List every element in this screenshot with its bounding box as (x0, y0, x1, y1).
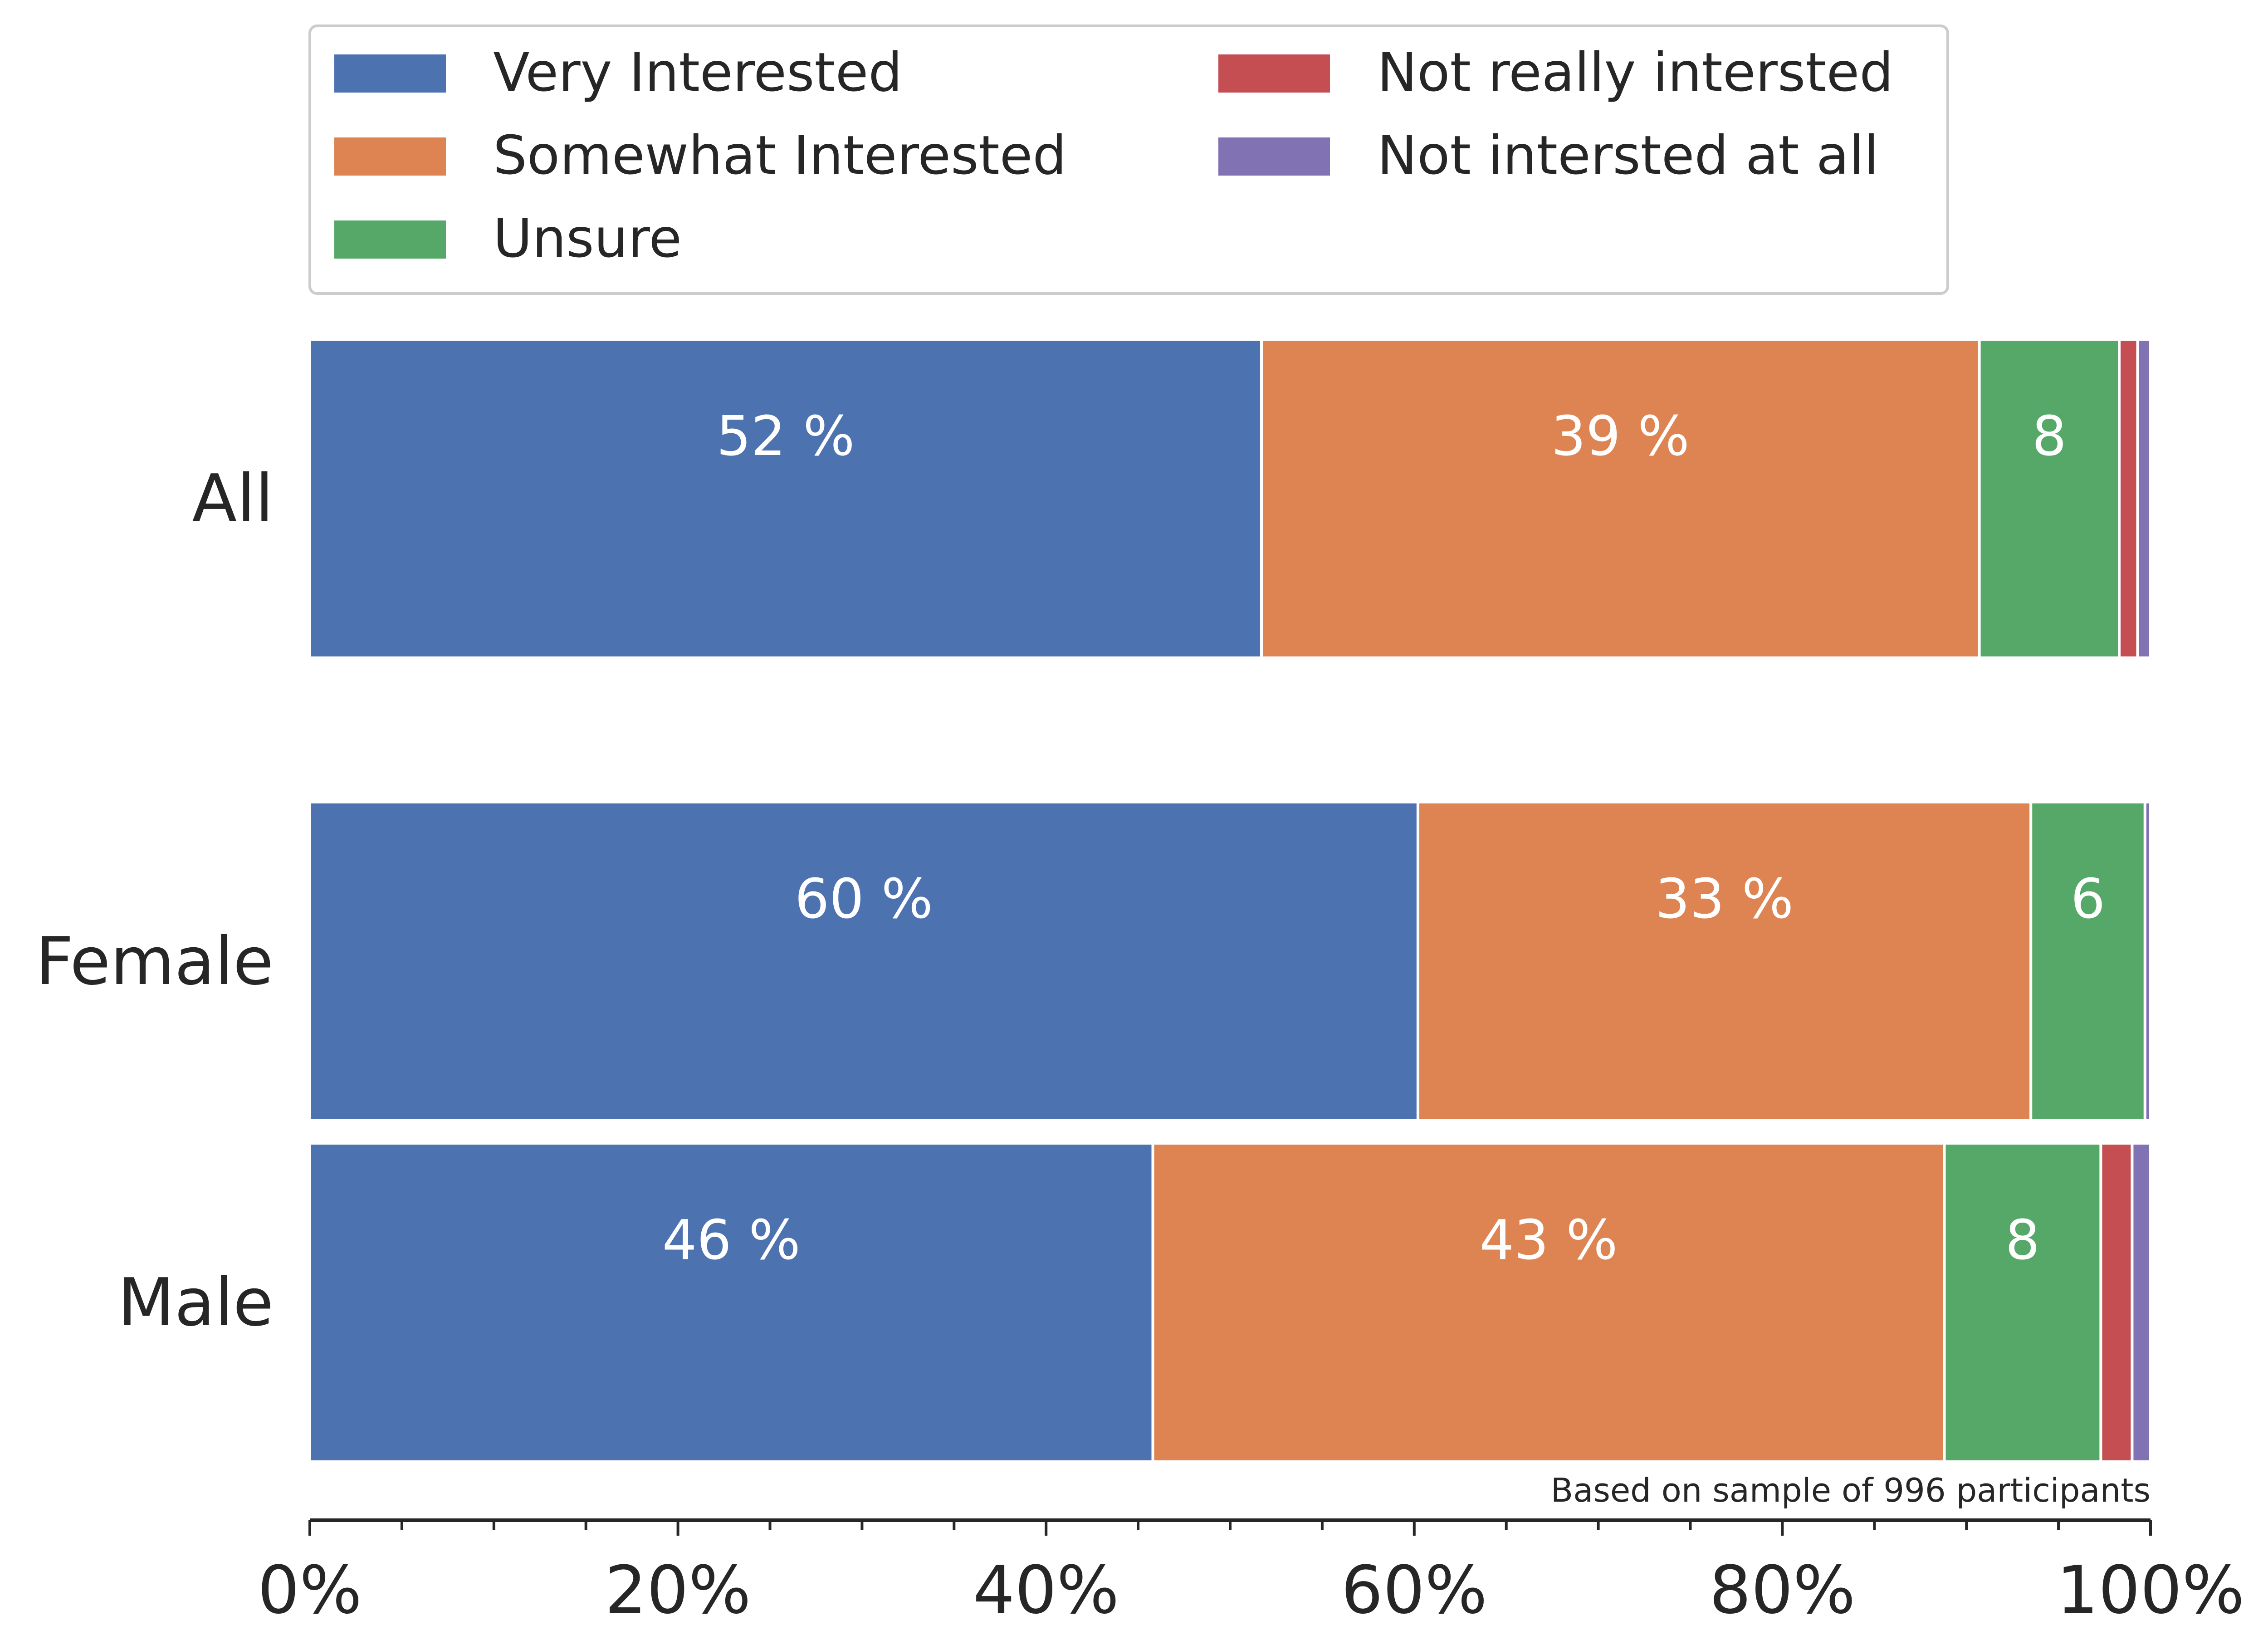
bar-segment (2143, 801, 2152, 1122)
bar-segment (2131, 1142, 2152, 1463)
data-label: 60 % (795, 868, 933, 931)
data-label: 33 % (1655, 868, 1794, 931)
bar-segment (2099, 1142, 2134, 1463)
x-tick-label: 0% (258, 1552, 362, 1629)
bar-segment (2118, 338, 2139, 659)
bar-segment (308, 338, 1263, 659)
bar-segment (308, 801, 1419, 1122)
legend-swatch (334, 220, 446, 259)
data-label: 52 % (717, 405, 855, 468)
data-label: 43 % (1480, 1209, 1618, 1272)
x-axis: 0% 20% 40% 60% 80% 100% (258, 1518, 2245, 1629)
x-tick-label: 80% (1709, 1552, 1855, 1629)
legend-swatch (1218, 54, 1330, 93)
legend-swatch (334, 54, 446, 93)
bar-segment (1151, 1142, 1946, 1463)
category-label: All (192, 460, 274, 537)
legend-label: Somewhat Interested (493, 124, 1066, 186)
bar-segment (308, 1142, 1154, 1463)
bar-segment (1260, 338, 1981, 659)
data-labels: 52 % 39 % 8 60 % 33 % 6 46 % 43 % 8 (662, 405, 2105, 1272)
bar-segment (1978, 338, 2121, 659)
category-label: Male (118, 1264, 274, 1341)
x-tick-label: 60% (1341, 1552, 1487, 1629)
legend-label: Not really intersted (1377, 41, 1893, 103)
bar-segment (2029, 801, 2146, 1122)
bar-segment (1943, 1142, 2102, 1463)
x-tick-label: 100% (2057, 1552, 2245, 1629)
data-label: 46 % (662, 1209, 801, 1272)
x-tick-label: 20% (605, 1552, 751, 1629)
x-tick-label: 40% (973, 1552, 1119, 1629)
data-label: 8 (2005, 1209, 2040, 1272)
data-label: 8 (2032, 405, 2067, 468)
legend-swatch (334, 137, 446, 176)
category-label: Female (36, 923, 274, 1000)
bar-segment (1416, 801, 2033, 1122)
legend-label: Unsure (493, 207, 682, 269)
bar-segment (2136, 338, 2152, 659)
legend-swatch (1218, 137, 1330, 176)
sample-size-annotation: Based on sample of 996 participants (1551, 1471, 2151, 1509)
data-label: 6 (2071, 868, 2105, 931)
legend: Very Interested Somewhat Interested Unsure… (308, 24, 1949, 295)
bars (308, 338, 2152, 1463)
legend-label: Not intersted at all (1377, 124, 1879, 186)
legend-frame (308, 24, 1949, 295)
category-labels: All Female Male (36, 460, 274, 1341)
data-label: 39 % (1551, 405, 1690, 468)
legend-label: Very Interested (493, 41, 902, 103)
